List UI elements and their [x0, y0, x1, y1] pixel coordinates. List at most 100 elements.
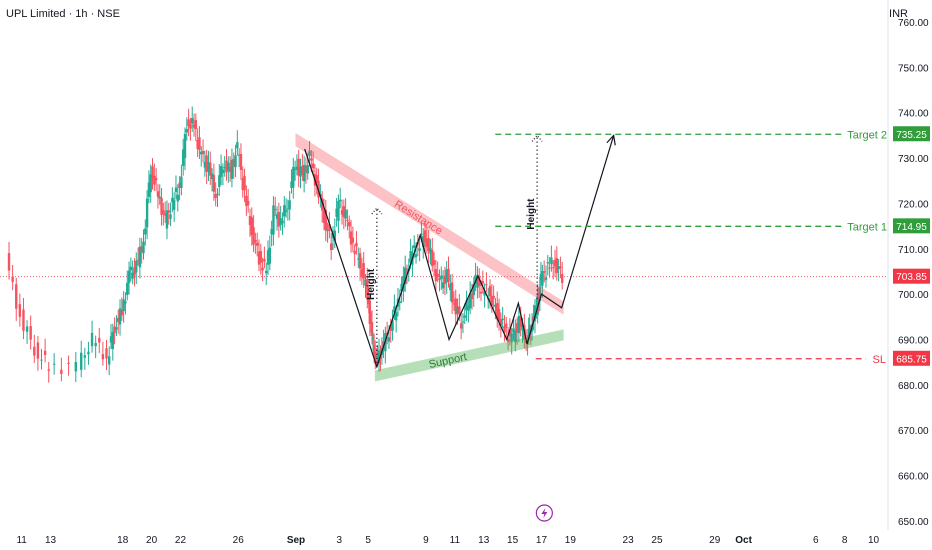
- candle-body: [111, 331, 115, 350]
- candle-body: [374, 351, 377, 361]
- candle-body: [353, 250, 356, 254]
- candle-body: [328, 224, 331, 232]
- candle-body: [201, 150, 205, 155]
- candle-body: [160, 197, 163, 215]
- candle-body: [372, 345, 376, 355]
- support-label: Support: [428, 351, 468, 371]
- x-tick-label: 13: [45, 535, 57, 546]
- candle-body: [445, 269, 448, 283]
- candle-body: [227, 162, 230, 171]
- candle-body: [339, 199, 342, 202]
- candle-body: [506, 338, 510, 342]
- y-tick-label: 650.00: [898, 517, 929, 528]
- candle-body: [553, 259, 557, 267]
- candle-body: [223, 167, 226, 169]
- current-price-badge: [893, 268, 930, 284]
- candle-body: [274, 209, 277, 211]
- candle-body: [501, 318, 504, 321]
- candle-body: [124, 301, 127, 304]
- candle-body: [210, 173, 214, 180]
- candle-body: [301, 165, 304, 175]
- candle-body: [145, 198, 149, 228]
- candle-body: [494, 304, 497, 307]
- candle-body: [532, 316, 535, 322]
- projection-arrowhead: [606, 134, 616, 146]
- candle-body: [342, 206, 346, 218]
- candle-body: [402, 276, 405, 292]
- candle-body: [548, 267, 551, 269]
- candle-body: [162, 210, 165, 214]
- candle-body: [302, 164, 306, 182]
- candle-body: [135, 260, 138, 273]
- candle-body: [158, 196, 161, 199]
- candle-body: [496, 303, 499, 320]
- candle-body: [364, 279, 367, 286]
- candle-body: [370, 321, 374, 337]
- candle-body: [255, 242, 259, 246]
- candle-body: [368, 300, 372, 324]
- candle-body: [228, 166, 232, 173]
- candle-body: [185, 129, 189, 133]
- level-price-badge: [893, 126, 930, 142]
- x-tick-label: 29: [709, 535, 721, 546]
- candle-body: [470, 293, 474, 300]
- y-tick-label: 660.00: [898, 472, 929, 483]
- candle-body: [248, 215, 252, 225]
- candle-body: [43, 350, 47, 356]
- candle-body: [322, 210, 326, 223]
- candle-body: [281, 220, 284, 224]
- candle-body: [400, 283, 403, 292]
- candle-body: [432, 260, 436, 265]
- candle-body: [360, 269, 364, 277]
- candle-body: [216, 193, 219, 195]
- candle-body: [198, 137, 201, 150]
- candle-body: [413, 245, 416, 248]
- candle-body: [277, 211, 281, 227]
- x-tick-label: 11: [450, 535, 461, 546]
- candle-body: [218, 175, 221, 187]
- candle-body: [366, 279, 369, 300]
- candle-body: [272, 205, 275, 235]
- x-tick-label: 18: [117, 535, 129, 546]
- candle-body: [533, 305, 537, 322]
- candle-body: [181, 149, 185, 166]
- chart-title: UPL Limited · 1h · NSE: [6, 8, 120, 20]
- candle-body: [329, 243, 333, 251]
- candle-body: [176, 194, 179, 202]
- level-price-badge: [893, 350, 930, 366]
- candle-body: [192, 124, 196, 128]
- candle-body: [423, 230, 427, 243]
- height-marker-label: Height: [526, 198, 537, 230]
- candle-body: [172, 199, 176, 210]
- candle-body: [293, 168, 297, 170]
- candle-body: [557, 266, 560, 270]
- candle-body: [165, 210, 169, 229]
- candle-body: [144, 228, 147, 235]
- candle-body: [180, 176, 183, 188]
- candle-body: [310, 158, 313, 161]
- candle-body: [237, 154, 241, 156]
- candle-body: [389, 324, 392, 331]
- x-tick-label: 11: [16, 535, 27, 546]
- candle-body: [239, 153, 243, 170]
- candle-body: [340, 210, 344, 215]
- candle-body: [481, 281, 485, 284]
- candle-body: [178, 182, 181, 189]
- candle-body: [492, 295, 495, 299]
- candle-body: [283, 205, 286, 217]
- candle-body: [131, 272, 134, 279]
- candle-body: [425, 238, 429, 248]
- candle-body: [438, 278, 441, 281]
- level-price-badge: [893, 218, 930, 234]
- x-tick-label: 19: [565, 535, 577, 546]
- candle-body: [117, 317, 120, 322]
- x-tick-label: 22: [175, 535, 187, 546]
- candle-body: [83, 355, 87, 358]
- candle-body: [241, 178, 244, 191]
- candle-body: [541, 271, 544, 286]
- candle-body: [133, 267, 136, 276]
- x-tick-label: 20: [146, 535, 158, 546]
- support-band: [374, 329, 564, 382]
- candle-body: [393, 306, 396, 313]
